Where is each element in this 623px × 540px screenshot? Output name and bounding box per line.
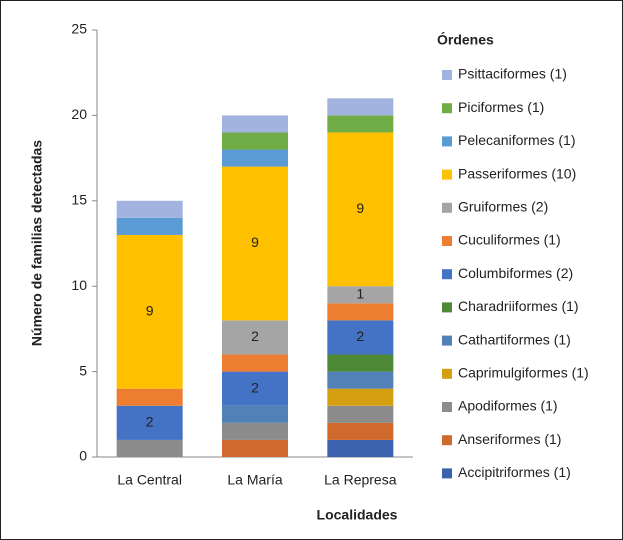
bar-segment xyxy=(222,132,288,150)
y-axis-label: Número de familias detectadas xyxy=(29,140,45,346)
legend-swatch xyxy=(442,335,452,346)
legend-swatch xyxy=(442,202,452,213)
legend-title: Órdenes xyxy=(437,31,494,48)
bar-segment xyxy=(222,149,288,167)
legend-label: Columbiformes (2) xyxy=(458,265,573,281)
x-axis-label: Localidades xyxy=(317,507,398,523)
y-tick-label: 15 xyxy=(71,192,87,208)
bar-segment xyxy=(327,132,394,287)
bar-segment xyxy=(222,115,288,133)
bar-segment xyxy=(116,388,183,406)
legend-label: Passeriformes (10) xyxy=(458,165,576,181)
y-tick-label: 25 xyxy=(71,21,87,37)
y-tick-label: 5 xyxy=(79,362,87,378)
data-label: 1 xyxy=(356,285,364,301)
bar-segment xyxy=(116,200,183,218)
legend-swatch xyxy=(442,468,452,479)
y-tick-label: 0 xyxy=(79,448,87,464)
data-label: 9 xyxy=(146,303,154,319)
x-tick-label: La Represa xyxy=(324,472,397,488)
legend-label: Pelecaniformes (1) xyxy=(458,132,576,148)
legend-swatch xyxy=(442,236,452,246)
legend-label: Accipitriformes (1) xyxy=(458,464,571,480)
bar-segment xyxy=(222,320,288,355)
legend-swatch xyxy=(442,368,452,379)
bar-segment xyxy=(116,217,183,235)
legend-swatch xyxy=(442,435,452,446)
bar-segment xyxy=(116,405,183,440)
bar-segment xyxy=(222,422,288,440)
bar-segment xyxy=(327,371,394,389)
bar-segment xyxy=(327,286,394,304)
legend-swatch xyxy=(442,302,452,313)
data-label: 9 xyxy=(356,200,364,216)
x-tick-label: La María xyxy=(227,472,282,488)
bar-segment xyxy=(116,234,183,389)
legend-label: Cathartiformes (1) xyxy=(458,331,571,347)
bar-segment xyxy=(327,354,394,372)
legend-label: Charadriiformes (1) xyxy=(458,298,579,314)
bar-segment xyxy=(327,388,394,406)
bar-segment xyxy=(327,439,394,457)
bar-segment xyxy=(327,422,394,440)
bar-segment xyxy=(222,405,288,423)
y-tick-label: 20 xyxy=(71,106,87,122)
bar-segment xyxy=(327,98,394,116)
legend-swatch xyxy=(442,169,452,180)
legend-label: Gruiformes (2) xyxy=(458,199,548,215)
bar-segment xyxy=(222,354,288,372)
legend-label: Anseriformes (1) xyxy=(458,431,561,447)
bar-segment xyxy=(222,371,288,406)
bar-segment xyxy=(116,439,183,457)
x-tick-label: La Central xyxy=(117,472,182,488)
legend-swatch xyxy=(442,70,452,80)
bar-segment xyxy=(327,405,394,423)
data-label: 2 xyxy=(251,379,259,395)
legend-label: Caprimulgiformes (1) xyxy=(458,365,589,381)
legend-label: Psittaciformes (1) xyxy=(458,66,567,82)
legend-label: Apodiformes (1) xyxy=(458,398,558,414)
data-label: 2 xyxy=(146,414,154,430)
legend-swatch xyxy=(442,269,452,280)
legend-swatch xyxy=(442,402,452,412)
data-label: 9 xyxy=(251,234,259,250)
bar-segment xyxy=(327,320,394,355)
legend-label: Cuculiformes (1) xyxy=(458,232,561,248)
bar-segment xyxy=(327,303,394,321)
bar-segment xyxy=(222,166,288,321)
legend-swatch xyxy=(442,103,452,114)
data-label: 2 xyxy=(251,328,259,344)
data-label: 2 xyxy=(356,328,364,344)
legend-label: Piciformes (1) xyxy=(458,99,544,115)
legend-swatch xyxy=(442,136,452,147)
y-tick-label: 10 xyxy=(71,277,87,293)
bar-segment xyxy=(327,115,394,133)
bar-segment xyxy=(222,439,288,457)
